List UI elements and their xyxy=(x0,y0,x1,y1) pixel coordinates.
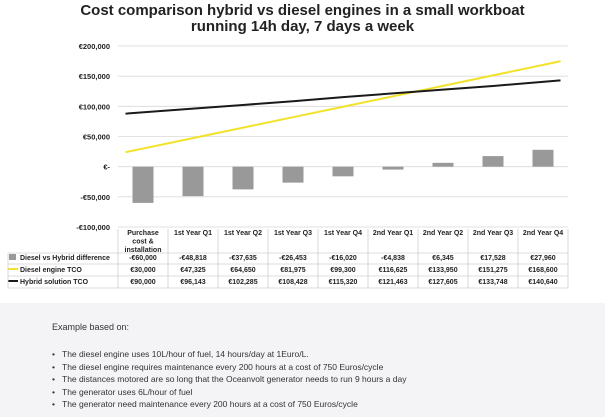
x-tick-label: 1st Year Q3 xyxy=(274,230,312,237)
notes-section: Example based on: The diesel engine uses… xyxy=(52,322,592,411)
data-label: -€60,000 xyxy=(129,255,157,262)
note-item: The diesel engine uses 10L/hour of fuel,… xyxy=(52,348,592,361)
data-label: €47,325 xyxy=(180,267,205,274)
y-tick-label: €50,000 xyxy=(83,133,110,142)
data-label: -€26,453 xyxy=(279,255,307,262)
data-label: €27,960 xyxy=(530,255,555,262)
chart-title: Cost comparison hybrid vs diesel engines… xyxy=(80,2,525,35)
data-label: €99,300 xyxy=(330,267,355,274)
bar xyxy=(482,156,504,167)
data-label: -€16,020 xyxy=(329,255,357,262)
y-tick-label: €200,000 xyxy=(79,42,110,51)
data-label: €96,143 xyxy=(180,279,205,286)
bar xyxy=(532,149,554,167)
data-label: €115,320 xyxy=(329,279,358,286)
data-label: €133,748 xyxy=(478,279,507,286)
x-tick-label: 2nd Year Q3 xyxy=(473,230,513,237)
data-label: €30,000 xyxy=(130,267,155,274)
y-tick-label: €100,000 xyxy=(79,102,110,111)
y-tick-label: €- xyxy=(103,163,110,172)
notes-list: The diesel engine uses 10L/hour of fuel,… xyxy=(52,348,592,411)
x-tick-label: 2nd Year Q1 xyxy=(373,230,413,237)
data-label: €90,000 xyxy=(130,279,155,286)
x-tick-label: 2nd Year Q4 xyxy=(523,230,563,237)
bar xyxy=(432,162,454,167)
bar xyxy=(382,166,404,170)
y-tick-label: -€100,000 xyxy=(76,223,110,232)
data-label: €108,428 xyxy=(278,279,307,286)
legend-label: Hybrid solution TCO xyxy=(20,279,89,286)
y-tick-label: €150,000 xyxy=(79,72,110,81)
series-line xyxy=(125,79,561,115)
x-tick-label: 1st Year Q1 xyxy=(174,230,212,237)
bar xyxy=(182,166,204,197)
data-label: -€37,635 xyxy=(229,255,257,262)
data-label: €168,600 xyxy=(528,267,557,274)
data-label: €64,650 xyxy=(230,267,255,274)
data-label: €121,463 xyxy=(378,279,407,286)
note-item: The generator uses 6L/hour of fuel xyxy=(52,386,592,399)
bar xyxy=(282,166,304,183)
data-label: -€4,838 xyxy=(381,255,405,262)
data-label: €17,528 xyxy=(480,255,505,262)
bar xyxy=(332,166,354,177)
data-label: €151,275 xyxy=(478,267,507,274)
bar xyxy=(132,166,154,203)
data-label: €116,625 xyxy=(379,267,408,274)
notes-heading: Example based on: xyxy=(52,322,130,332)
data-label: €133,950 xyxy=(428,267,457,274)
data-label: -€48,818 xyxy=(179,255,207,262)
data-label: €140,640 xyxy=(528,279,557,286)
note-item: The distances motored are so long that t… xyxy=(52,373,592,386)
data-label: €81,975 xyxy=(280,267,305,274)
legend-label: Diesel vs Hybrid difference xyxy=(20,255,110,262)
chart-card: Cost comparison hybrid vs diesel engines… xyxy=(0,0,605,303)
x-tick-label: 2nd Year Q2 xyxy=(423,230,463,237)
legend-key xyxy=(9,254,16,260)
x-tick-label: Purchase cost & installation xyxy=(125,230,162,254)
note-item: The generator need maintenance every 200… xyxy=(52,398,592,411)
data-label: €127,605 xyxy=(428,279,457,286)
series-line xyxy=(125,60,561,154)
note-item: The diesel engine requires maintenance e… xyxy=(52,361,592,374)
chart: -€100,000 -€50,000 €- €50,000 €100,000 €150,0… xyxy=(7,42,569,289)
x-tick-label: 1st Year Q2 xyxy=(224,230,262,237)
data-label: €6,345 xyxy=(432,255,454,262)
x-tick-label: 1st Year Q4 xyxy=(324,230,362,237)
y-tick-label: -€50,000 xyxy=(80,193,110,202)
data-label: €102,285 xyxy=(228,279,257,286)
bar xyxy=(232,166,254,190)
legend-label: Diesel engine TCO xyxy=(20,267,82,274)
